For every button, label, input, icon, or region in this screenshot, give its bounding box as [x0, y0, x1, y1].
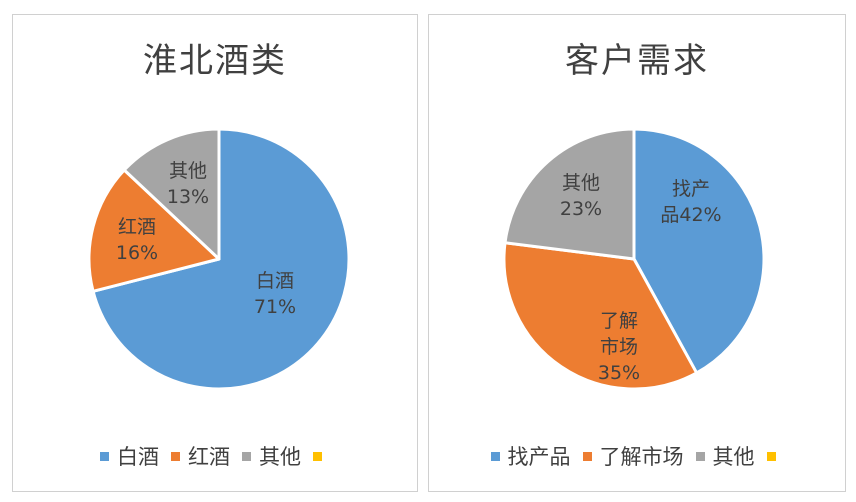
- legend-label: 红酒: [188, 445, 230, 469]
- pie-slice-market-research: [502, 241, 699, 391]
- legend-swatch: [171, 451, 180, 461]
- legend-item-market-research: 了解市场: [582, 441, 684, 471]
- legend-swatch: [313, 451, 322, 461]
- pie-slice-baijiu: [91, 127, 351, 391]
- legend-label: 白酒: [117, 445, 159, 469]
- pie-slice-red-wine: [87, 168, 221, 293]
- legend-swatch: [100, 451, 109, 461]
- chart-legend: 白酒 红酒 其他: [13, 441, 417, 471]
- legend-swatch: [490, 451, 500, 461]
- legend-item-red-wine: 红酒: [171, 441, 230, 471]
- data-label-baijiu: 白酒 71%: [254, 270, 296, 318]
- data-label-other: 其他 23%: [560, 172, 602, 220]
- legend-label: 其他: [259, 445, 301, 469]
- legend-item-empty: [313, 445, 330, 469]
- chart-panel-customer-demand: 客户需求 找产品42% 了解市场 35% 其他 23% 找产品 了解市场 其他: [428, 14, 846, 492]
- pie-slice-other: [122, 127, 221, 261]
- legend-swatch: [242, 451, 251, 461]
- legend-swatch: [695, 451, 705, 461]
- legend-item-other: 其他: [695, 441, 755, 471]
- pie-chart-liquor-types: 白酒 71% 红酒 16%其他 13%: [87, 127, 351, 391]
- legend-item-empty: [766, 445, 784, 469]
- legend-label: 了解市场: [599, 445, 684, 469]
- legend-item-baijiu: 白酒: [100, 441, 159, 471]
- legend-item-other: 其他: [242, 441, 301, 471]
- chart-title: 客户需求: [565, 41, 709, 81]
- data-label-find-product: 找产品42%: [660, 178, 721, 226]
- chart-legend: 找产品 了解市场 其他: [429, 441, 845, 471]
- legend-swatch: [582, 451, 592, 461]
- data-label-market-research: 了解市场 35%: [598, 310, 640, 384]
- chart-panel-liquor-types: 淮北酒类 白酒 71% 红酒 16% 其他 13% 白酒 红酒 其他: [12, 14, 418, 492]
- pie-chart-customer-demand: 找产品42% 了解市场 35% 其他 23%: [502, 127, 766, 391]
- chart-title: 淮北酒类: [143, 41, 287, 81]
- data-label-other: 其他 13%: [167, 160, 209, 208]
- legend-label: 找产品: [507, 445, 571, 469]
- data-label-red-wine: 红酒 16%: [116, 216, 158, 264]
- legend-swatch: [766, 451, 776, 461]
- legend-label: 其他: [712, 445, 755, 469]
- pie-slice-other: [503, 127, 636, 261]
- legend-item-find-product: 找产品: [490, 441, 571, 471]
- pie-slice-find-product: [632, 127, 766, 375]
